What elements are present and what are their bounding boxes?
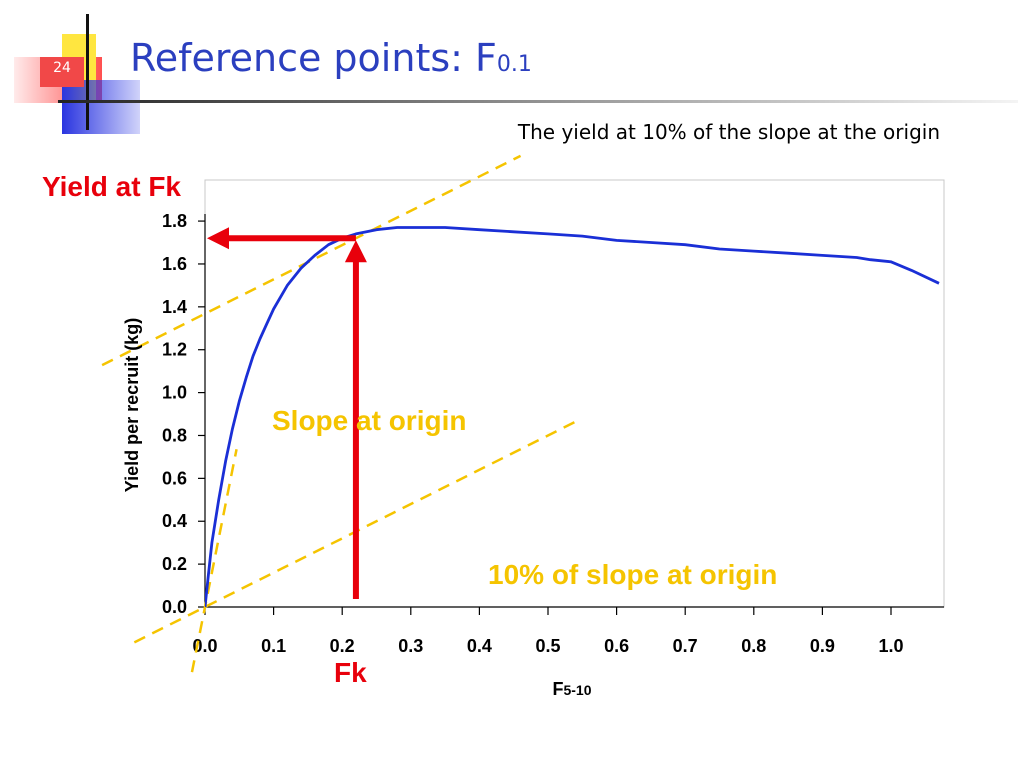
x-tick-label: 0.5 [535,636,560,656]
yield-horizontal-arrowhead [207,227,229,250]
x-axis-label: F5-10 [552,679,591,699]
y-tick-label: 0.8 [162,425,187,445]
x-tick-label: 0.2 [330,636,355,656]
y-tick-label: 1.8 [162,211,187,231]
curve-layer [205,226,940,608]
slope-at-origin-label: Slope at origin [272,405,466,436]
corner-block-red-inner [40,57,84,87]
fk-tangent-line [101,154,522,367]
x-axis-ticks: 0.0 0.1 0.2 0.3 0.4 0.5 0.6 0.7 0.8 0.9 1.0 [192,607,904,656]
yield-at-fk-label: Yield at Fk [42,171,181,202]
fk-label: Fk [334,657,367,688]
x-tick-label: 0.9 [810,636,835,656]
x-tick-label: 0.8 [741,636,766,656]
y-tick-label: 0.4 [162,511,187,531]
slide-title: Reference points: F0.1 [130,36,532,80]
x-tick-label: 0.3 [398,636,423,656]
corner-block-blue [62,80,140,134]
y-tick-label: 1.6 [162,254,187,274]
slide-subtitle: The yield at 10% of the slope at the ori… [517,120,940,144]
y-axis-ticks: 0.0 0.2 0.4 0.6 0.8 1.0 1.2 1.4 1.6 1.8 [162,211,205,617]
y-axis-label: Yield per recruit (kg) [122,318,142,492]
slide-title-main: Reference points: F [130,36,497,80]
x-tick-label: 0.6 [604,636,629,656]
yield-curve-line [205,226,940,608]
x-tick-label: 0.1 [261,636,286,656]
y-tick-label: 1.0 [162,383,187,403]
y-tick-label: 1.4 [162,297,187,317]
x-tick-label: 0.7 [673,636,698,656]
slide-title-subscript: 0.1 [496,52,532,77]
tenth-slope-label: 10% of slope at origin [488,559,777,590]
x-tick-label: 1.0 [878,636,903,656]
y-tick-label: 0.6 [162,468,187,488]
vertical-divider [86,14,89,130]
x-axis-label-main: F [552,679,563,699]
origin-slope-line [190,448,238,673]
header-rule [58,100,1018,103]
x-axis-label-subscript: 5-10 [563,682,591,698]
y-tick-label: 0.0 [162,597,187,617]
plot-area-frame [204,179,945,608]
slide-number: 24 [53,60,71,76]
y-tick-label: 1.2 [162,340,187,360]
arrow-layer [207,227,367,599]
fk-vertical-arrowhead [344,240,367,263]
x-tick-label: 0.4 [467,636,492,656]
y-tick-label: 0.2 [162,554,187,574]
